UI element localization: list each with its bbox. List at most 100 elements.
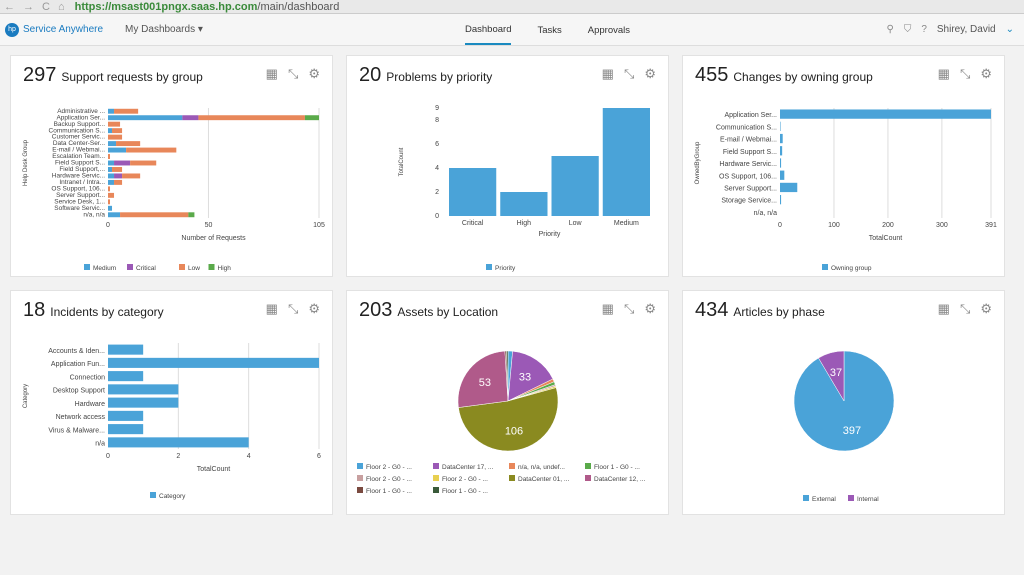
bar-segment[interactable] <box>780 195 782 205</box>
bar-segment[interactable] <box>108 141 117 147</box>
bar-segment[interactable] <box>188 212 195 218</box>
bar[interactable] <box>500 192 548 216</box>
bar-segment[interactable] <box>108 154 111 159</box>
expand-icon[interactable]: ⤡ <box>287 66 299 81</box>
bar-segment[interactable] <box>780 121 781 131</box>
forward-icon[interactable]: → <box>23 0 34 13</box>
pie-slice[interactable] <box>457 350 509 408</box>
search-icon[interactable]: ⚲ <box>886 24 894 35</box>
expand-icon[interactable]: ⤡ <box>959 66 971 81</box>
bar-segment[interactable] <box>304 115 319 121</box>
bar-segment[interactable] <box>108 212 121 218</box>
panel-incidents: 18 Incidents by category ▦ ⤡ ⚙ 0 2 4 6 Accounts … <box>10 290 333 515</box>
gear-icon[interactable]: ⚙ <box>980 301 992 316</box>
address-bar[interactable]: https://msast001pngx.saas.hp.com/main/da… <box>75 1 340 13</box>
expand-icon[interactable]: ⤡ <box>959 301 971 316</box>
back-icon[interactable]: ← <box>4 0 15 13</box>
bar-segment[interactable] <box>114 179 123 185</box>
tab-approvals[interactable]: Approvals <box>587 24 631 36</box>
reload-icon[interactable]: C <box>42 0 50 13</box>
bar-segment[interactable] <box>116 141 141 147</box>
tab-dashboard[interactable]: Dashboard <box>465 16 512 45</box>
home-icon[interactable]: ⌂ <box>57 0 65 13</box>
bar-segment[interactable] <box>108 397 179 408</box>
bar-segment[interactable] <box>122 173 141 179</box>
pie-slice[interactable] <box>506 350 509 402</box>
bar-segment[interactable] <box>780 109 991 119</box>
expand-icon[interactable]: ⤡ <box>623 301 635 316</box>
bar-segment[interactable] <box>108 384 179 395</box>
bar-segment[interactable] <box>108 134 123 140</box>
brand-name[interactable]: Service Anywhere <box>23 24 104 35</box>
panel-assets: 203 Assets by Location ▦ ⤡ ⚙ 33 106 53 Floor 2 … <box>346 290 669 515</box>
bar[interactable] <box>551 156 599 216</box>
bar-segment[interactable] <box>108 437 249 448</box>
bar-segment[interactable] <box>780 182 798 193</box>
slice-label: 37 <box>830 367 842 379</box>
tick-label: 300 <box>936 222 948 229</box>
gear-icon[interactable]: ⚙ <box>644 301 656 316</box>
bar-segment[interactable] <box>182 115 199 121</box>
bar-segment[interactable] <box>108 173 115 179</box>
table-view-icon[interactable]: ▦ <box>937 66 950 81</box>
bar-segment[interactable] <box>108 371 144 382</box>
bar-segment[interactable] <box>108 205 113 211</box>
bar-segment[interactable] <box>108 410 144 421</box>
shield-icon[interactable]: ⛉ <box>903 24 912 35</box>
pie-slice[interactable] <box>818 350 845 402</box>
bar-segment[interactable] <box>108 115 183 121</box>
legend-swatch <box>848 495 854 501</box>
bar-segment[interactable] <box>112 128 123 134</box>
bar-segment[interactable] <box>108 121 121 127</box>
table-view-icon[interactable]: ▦ <box>601 66 614 81</box>
tick-label: Network access <box>56 414 106 421</box>
table-view-icon[interactable]: ▦ <box>937 301 950 316</box>
bar-segment[interactable] <box>120 212 189 218</box>
chevron-down-icon[interactable]: ⌄ <box>1005 24 1014 35</box>
bar-segment[interactable] <box>108 108 115 114</box>
bar[interactable] <box>602 108 650 216</box>
bar-segment[interactable] <box>108 179 115 185</box>
expand-icon[interactable]: ⤡ <box>623 66 635 81</box>
table-view-icon[interactable]: ▦ <box>265 301 278 316</box>
pie-slice[interactable] <box>458 387 559 452</box>
bar-segment[interactable] <box>780 146 783 156</box>
pie-slice[interactable] <box>507 350 554 402</box>
table-view-icon[interactable]: ▦ <box>265 66 278 81</box>
bar-segment[interactable] <box>114 108 139 114</box>
table-view-icon[interactable]: ▦ <box>601 301 614 316</box>
bar-segment[interactable] <box>108 167 113 172</box>
bar-segment[interactable] <box>130 160 157 166</box>
tab-tasks[interactable]: Tasks <box>537 24 562 36</box>
bar[interactable] <box>449 168 497 216</box>
my-dashboards-menu[interactable]: My Dashboards ▾ <box>125 24 203 35</box>
bar-segment[interactable] <box>108 147 127 153</box>
bar-segment[interactable] <box>198 115 305 121</box>
bar-segment[interactable] <box>780 170 785 180</box>
bar-segment[interactable] <box>114 160 131 166</box>
bar-segment[interactable] <box>108 344 144 355</box>
bar-segment[interactable] <box>108 186 111 192</box>
bar-segment[interactable] <box>108 424 144 435</box>
help-icon[interactable]: ? <box>921 24 927 35</box>
bar-segment[interactable] <box>108 192 115 198</box>
bar-segment[interactable] <box>780 133 783 144</box>
axis-label: TotalCount <box>197 466 231 473</box>
tick-label: Critical <box>462 220 484 227</box>
expand-icon[interactable]: ⤡ <box>287 301 299 316</box>
user-menu[interactable]: Shirey, David <box>936 24 996 35</box>
axis-label: TotalCount <box>399 147 405 176</box>
bar-segment[interactable] <box>108 357 319 368</box>
bar-segment[interactable] <box>112 167 123 172</box>
bar-segment[interactable] <box>108 199 111 205</box>
gear-icon[interactable]: ⚙ <box>980 66 992 81</box>
bar-segment[interactable] <box>780 158 782 168</box>
gear-icon[interactable]: ⚙ <box>308 66 320 81</box>
bar-segment[interactable] <box>126 147 177 153</box>
gear-icon[interactable]: ⚙ <box>308 301 320 316</box>
gear-icon[interactable]: ⚙ <box>644 66 656 81</box>
bar-segment[interactable] <box>108 160 115 166</box>
bar-segment[interactable] <box>108 128 113 134</box>
tick-label: 391 <box>985 222 997 229</box>
bar-segment[interactable] <box>114 173 123 179</box>
